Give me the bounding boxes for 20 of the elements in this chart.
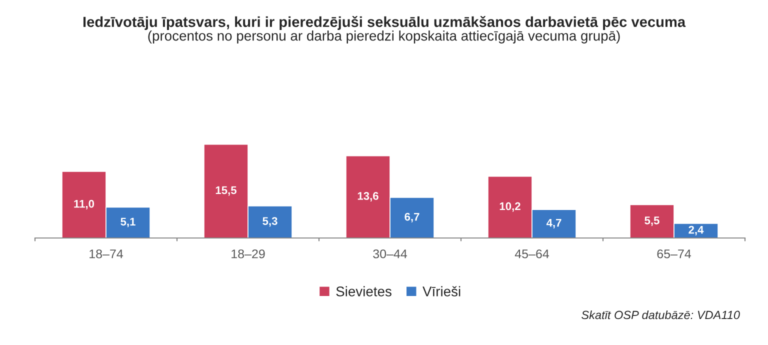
data-label: 6,7	[404, 212, 420, 222]
data-label: 5,5	[644, 216, 660, 226]
data-label: 2,4	[688, 226, 704, 236]
data-label: 15,5	[216, 186, 236, 196]
x-tick-label: 18–29	[232, 249, 265, 258]
data-label: 13,6	[358, 192, 378, 202]
chart-title: Iedzīvotāju īpatsvars, kuri ir pieredzējuši seksuālu uzmākšanos darbavietā pēc vecuma	[83, 16, 686, 30]
legend-label: Sievietes	[336, 286, 392, 296]
x-tick-label: 65–74	[657, 249, 692, 258]
chart-subtitle: (procentos no personu ar darba pieredzi kopskaita attiecīgajā vecuma grupā)	[148, 30, 620, 44]
data-label: 5,3	[262, 217, 278, 227]
text: Skatīt OSP datubāzē: VDA110	[582, 310, 740, 320]
x-tick-label: 18–74	[90, 249, 124, 258]
data-label: 5,1	[120, 218, 136, 228]
data-label: 11,0	[74, 200, 94, 210]
x-tick-label: 30–44	[373, 249, 408, 258]
legend-label: Vīrieši	[422, 286, 460, 296]
data-label: 4,7	[546, 219, 562, 228]
data-label: 10,2	[500, 202, 520, 212]
x-tick-label: 45–64	[514, 249, 550, 258]
